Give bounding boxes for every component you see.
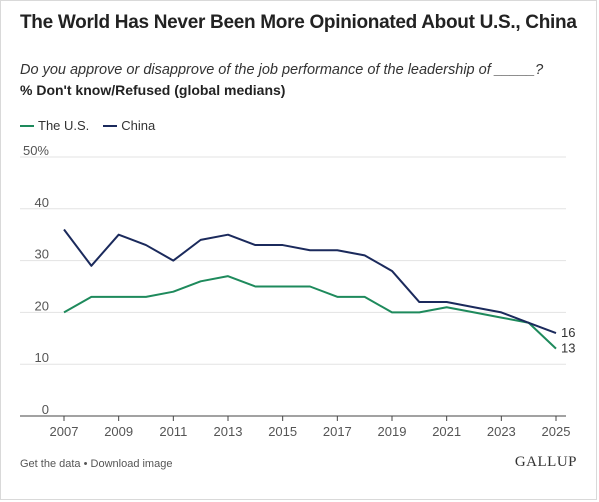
x-tick-label: 2013 [214, 424, 243, 439]
footer-separator: • [80, 458, 91, 470]
y-tick-label: 50% [23, 143, 49, 158]
series-lines [63, 228, 557, 350]
y-tick-label: 40 [35, 195, 49, 210]
chart-subtitle: Do you approve or disapprove of the job … [20, 62, 544, 78]
legend-label-us: The U.S. [38, 118, 90, 133]
download-image-link[interactable]: Download image [90, 458, 173, 470]
legend: The U.S. China [20, 118, 155, 133]
x-tick-label: 2017 [323, 424, 352, 439]
legend-swatch-us [20, 124, 34, 127]
x-tick-label: 2023 [487, 424, 516, 439]
footer: Get the data • Download image [20, 458, 172, 470]
x-tick-label: 2009 [104, 424, 133, 439]
x-tick-label: 2011 [159, 424, 187, 439]
x-tick-label: 2025 [542, 424, 571, 439]
legend-swatch-china [103, 124, 118, 127]
series-line-china [63, 228, 557, 335]
gallup-logo: GALLUP [514, 454, 577, 470]
y-tick-label: 20 [35, 298, 49, 313]
get-data-link[interactable]: Get the data [20, 458, 81, 470]
x-tick-label: 2021 [432, 424, 461, 439]
x-tick-label: 2007 [50, 424, 79, 439]
chart-measure: % Don't know/Refused (global medians) [20, 82, 286, 98]
y-axis-ticks: 0 10 20 30 40 50% [23, 143, 49, 417]
series-line-us [63, 275, 557, 350]
y-tick-label: 30 [35, 247, 49, 262]
x-tick-label: 2019 [378, 424, 407, 439]
chart-title: The World Has Never Been More Opinionate… [20, 12, 577, 33]
legend-item-us[interactable]: The U.S. [20, 118, 89, 133]
end-label-china: 16 [561, 325, 575, 340]
x-axis-ticks: 2007 2009 2011 2013 2015 2017 2019 2021 2023 2025 [50, 416, 571, 439]
y-tick-label: 10 [35, 350, 49, 365]
legend-item-china[interactable]: China [103, 118, 155, 133]
y-tick-label: 0 [42, 402, 49, 417]
legend-label-china: China [121, 118, 156, 133]
x-tick-label: 2015 [268, 424, 297, 439]
end-label-us: 13 [561, 341, 575, 356]
